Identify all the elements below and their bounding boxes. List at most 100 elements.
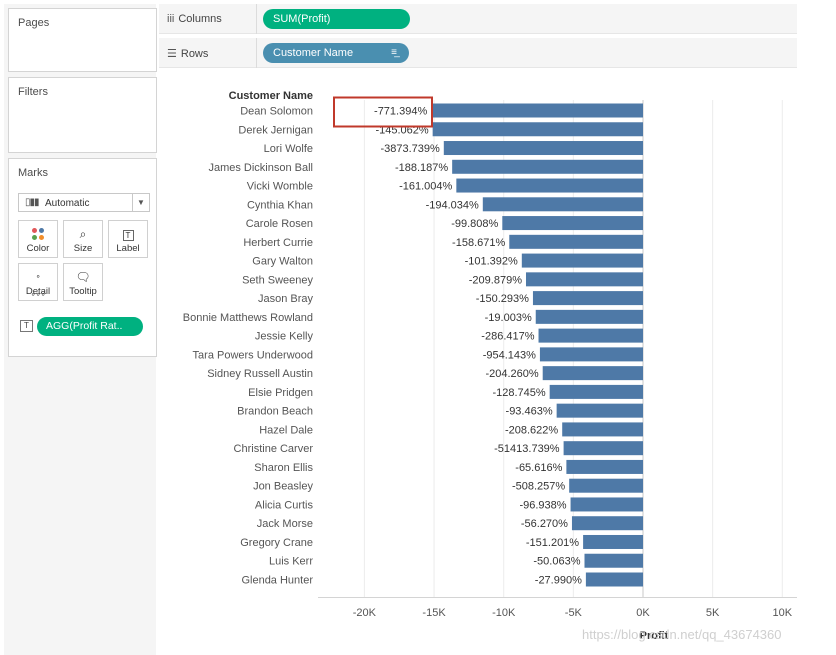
size-button[interactable]: ⌕ Size (63, 220, 103, 258)
x-tick-label: -15K (422, 607, 446, 619)
data-label: -96.938% (519, 499, 566, 511)
data-label: -209.879% (469, 274, 522, 286)
shelf-divider (256, 4, 257, 34)
bar[interactable] (563, 441, 643, 456)
row-name[interactable]: Gregory Crane (240, 537, 313, 549)
bar[interactable] (566, 459, 643, 474)
bar[interactable] (431, 103, 643, 118)
row-name[interactable]: Luis Kerr (269, 556, 313, 568)
detail-label: Detail (25, 286, 51, 297)
data-label: -771.394% (374, 106, 427, 118)
bar[interactable] (456, 178, 643, 193)
bar[interactable] (525, 272, 643, 287)
pages-card[interactable]: Pages (8, 8, 157, 72)
bar[interactable] (549, 384, 643, 399)
row-name[interactable]: Vicki Womble (247, 181, 313, 193)
row-name[interactable]: Gary Walton (252, 256, 313, 268)
row-name[interactable]: Elsie Pridgen (248, 387, 313, 399)
row-name[interactable]: Hazel Dale (259, 424, 313, 436)
row-name[interactable]: Dean Solomon (240, 106, 313, 118)
color-label: Color (26, 243, 50, 254)
marks-card: Marks ▯▮▮ Automatic ▼ Color ⌕ Size T Lab (8, 158, 157, 357)
bar[interactable] (532, 291, 643, 306)
bar[interactable] (432, 122, 643, 137)
bar[interactable] (538, 328, 643, 343)
row-name[interactable]: Sharon Ellis (254, 462, 313, 474)
row-name[interactable]: Derek Jernigan (238, 124, 313, 136)
text-type-icon: T (20, 320, 33, 332)
bar[interactable] (556, 403, 643, 418)
data-label: -128.745% (492, 387, 545, 399)
rows-label-text: Rows (180, 48, 209, 60)
bar[interactable] (584, 553, 643, 568)
bar[interactable] (583, 534, 643, 549)
row-name[interactable]: Jason Bray (258, 293, 314, 305)
highlight-box (333, 96, 433, 128)
detail-button[interactable]: ∘ ∘∘∘ Detail (18, 263, 58, 301)
sum-profit-pill[interactable]: SUM(Profit) (263, 9, 410, 29)
row-name[interactable]: James Dickinson Ball (208, 162, 313, 174)
data-label: -27.990% (535, 575, 582, 587)
bar[interactable] (562, 422, 643, 437)
data-label: -188.187% (395, 162, 448, 174)
profit-ratio-pill[interactable]: AGG(Profit Rat.. (37, 317, 143, 336)
mark-type-dropdown[interactable]: ▯▮▮ Automatic ▼ (18, 193, 150, 212)
data-label: -150.293% (476, 293, 529, 305)
row-name[interactable]: Carole Rosen (246, 218, 313, 230)
data-label: -3873.739% (380, 143, 440, 155)
sort-descending-icon[interactable]: ≡̲ (391, 47, 397, 58)
bar[interactable] (585, 572, 643, 587)
row-name[interactable]: Brandon Beach (237, 406, 313, 418)
bar[interactable] (539, 347, 643, 362)
bar[interactable] (570, 497, 643, 512)
data-label: -286.417% (481, 331, 534, 343)
rows-icon: ☰ (167, 48, 177, 60)
row-name[interactable]: Seth Sweeney (242, 274, 313, 286)
bar[interactable] (542, 366, 643, 381)
label-button[interactable]: T Label (108, 220, 148, 258)
filters-title: Filters (18, 86, 48, 98)
bar[interactable] (452, 159, 643, 174)
row-name[interactable]: Lori Wolfe (264, 143, 313, 155)
bar-chart-icon: ▯▮▮ (25, 197, 39, 208)
marks-title: Marks (18, 167, 48, 179)
data-label: -19.003% (485, 312, 532, 324)
row-name[interactable]: Herbert Currie (243, 237, 313, 249)
x-tick-label: 5K (706, 607, 720, 619)
x-tick-label: -20K (353, 607, 377, 619)
data-label: -508.257% (512, 481, 565, 493)
chevron-down-icon[interactable]: ▼ (132, 194, 149, 211)
filters-card[interactable]: Filters (8, 77, 157, 153)
bar[interactable] (571, 516, 643, 531)
row-name[interactable]: Tara Powers Underwood (193, 349, 313, 361)
row-name[interactable]: Christine Carver (234, 443, 314, 455)
row-name[interactable]: Glenda Hunter (241, 575, 313, 587)
x-tick-label: -5K (565, 607, 583, 619)
bar[interactable] (509, 234, 643, 249)
data-label: -65.616% (515, 462, 562, 474)
row-name[interactable]: Bonnie Matthews Rowland (183, 312, 313, 324)
columns-shelf[interactable]: iii Columns SUM(Profit) (159, 4, 797, 34)
bar-layer (431, 103, 643, 587)
bar[interactable] (569, 478, 643, 493)
bar[interactable] (502, 216, 643, 231)
x-axis-title: Profit (640, 630, 669, 642)
rows-shelf[interactable]: ☰ Rows Customer Name ≡̲ (159, 38, 797, 68)
row-name[interactable]: Sidney Russell Austin (207, 368, 313, 380)
row-name[interactable]: Jon Beasley (253, 481, 313, 493)
row-name[interactable]: Jessie Kelly (255, 331, 314, 343)
x-tick-label: -10K (492, 607, 516, 619)
row-name[interactable]: Jack Morse (257, 518, 313, 530)
color-button[interactable]: Color (18, 220, 58, 258)
row-name[interactable]: Alicia Curtis (255, 499, 314, 511)
bar[interactable] (443, 141, 643, 156)
bar[interactable] (535, 309, 643, 324)
pages-title: Pages (18, 17, 50, 29)
bar[interactable] (482, 197, 643, 212)
tooltip-button[interactable]: 🗨 Tooltip (63, 263, 103, 301)
bar[interactable] (521, 253, 643, 268)
left-pane: Pages Filters Marks ▯▮▮ Automatic ▼ Colo… (4, 4, 157, 655)
row-header-layer: Dean Solomon Derek Jernigan Lori Wolfe Jame… (183, 106, 314, 587)
customer-name-pill[interactable]: Customer Name ≡̲ (263, 43, 409, 63)
row-name[interactable]: Cynthia Khan (247, 199, 313, 211)
